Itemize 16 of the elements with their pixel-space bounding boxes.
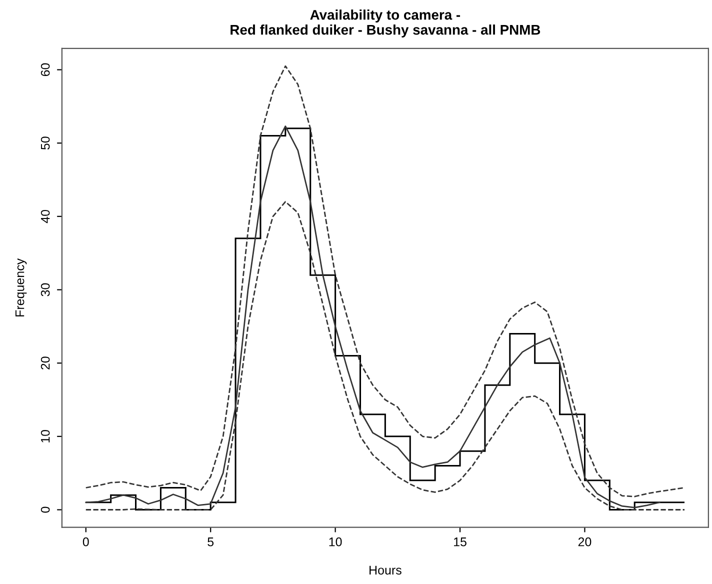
x-tick-label: 10 xyxy=(329,537,342,546)
y-tick-label: 0 xyxy=(40,506,50,513)
x-tick-label: 5 xyxy=(208,538,214,546)
y-axis-title: Frequency xyxy=(15,258,27,316)
y-tick-label: 30 xyxy=(40,283,50,296)
y-tick-label: 60 xyxy=(40,63,50,76)
x-tick-label: 0 xyxy=(82,537,89,546)
line-series xyxy=(85,65,686,498)
y-tick-label: 50 xyxy=(40,136,50,150)
chart-title: Availability to camera - Red flanked duiker - Bushy savanna - all PNMB xyxy=(230,10,540,38)
y-tick-label: 20 xyxy=(40,356,50,370)
y-tick-label: 10 xyxy=(40,430,50,442)
x-tick-label: 20 xyxy=(578,537,592,546)
y-tick-label: 40 xyxy=(40,210,50,224)
x-axis-title: Hours xyxy=(370,566,402,575)
x-tick-label: 15 xyxy=(454,538,466,546)
